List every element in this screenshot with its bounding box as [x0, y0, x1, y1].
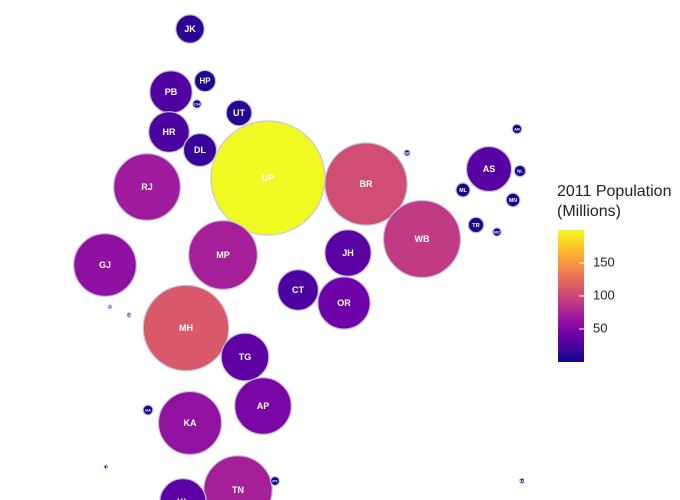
bubble [103, 464, 109, 470]
bubble-label: MZ [494, 230, 500, 235]
bubble-label: SK [404, 151, 410, 156]
bubble-label: DN [126, 313, 132, 318]
bubble [269, 475, 281, 487]
bubble-label: DD [107, 305, 113, 310]
bubble-label: WB [415, 234, 430, 244]
bubble [492, 227, 502, 237]
bubble [113, 153, 181, 221]
bubble [324, 229, 372, 277]
bubble-label: CH [194, 102, 200, 107]
bubble [467, 216, 485, 234]
bubble-label: MN [509, 198, 517, 204]
bubble-label: HP [199, 77, 211, 86]
bubble-label: OR [337, 298, 351, 308]
bubble [234, 377, 292, 435]
bubble [505, 192, 521, 208]
bubble-label: RJ [141, 182, 153, 192]
bubble-label: TR [472, 223, 481, 229]
bubble-label: PB [165, 87, 178, 97]
bubble-label: JH [342, 248, 354, 258]
bubble [107, 304, 113, 310]
bubble [73, 233, 137, 297]
bubble [403, 149, 411, 157]
bubble-label: UT [233, 108, 245, 118]
bubble [513, 164, 527, 178]
bubble-label: UP [262, 173, 275, 183]
bubble [317, 276, 371, 330]
bubble-label: JK [184, 24, 196, 34]
bubble [455, 182, 471, 198]
bubble-label: MP [216, 250, 230, 260]
bubble [193, 69, 217, 93]
bubble-label: HR [163, 127, 176, 137]
bubble [182, 132, 218, 168]
bubble-label: TN [232, 485, 244, 495]
bubble-label: AR [514, 127, 520, 132]
bubble-label: TG [239, 352, 252, 362]
bubble [188, 220, 258, 290]
bubble-label: NL [517, 169, 523, 174]
bubble-label: KL [177, 497, 189, 500]
bubble [225, 99, 253, 127]
bubble-label: GJ [99, 260, 111, 270]
bubble-label: PY [272, 479, 278, 484]
bubble [192, 99, 202, 109]
bubble-label: MH [179, 323, 193, 333]
bubble-label: AN [519, 479, 525, 484]
bubble [159, 478, 207, 500]
bubble-label: LD [103, 465, 108, 470]
bubble [518, 477, 526, 485]
bubble [220, 332, 270, 382]
bubble [142, 404, 154, 416]
bubble [382, 199, 462, 279]
bubble [148, 111, 190, 153]
colorbar-tick-label: 50 [593, 320, 607, 335]
bubble [175, 14, 205, 44]
bubble [142, 284, 230, 372]
colorbar-title: 2011 Population (Millions) [557, 183, 672, 220]
bubble-label: GA [145, 408, 151, 413]
bubble [511, 123, 523, 135]
bubble [465, 145, 513, 193]
colorbar-tick-label: 100 [593, 287, 615, 302]
colorbar-tick-label: 150 [593, 254, 615, 269]
bubble-label: KA [184, 418, 197, 428]
bubble-label: AP [257, 401, 270, 411]
bubble-label: CT [292, 285, 304, 295]
bubble-label: DL [194, 145, 206, 155]
bubble [126, 312, 132, 318]
bubble [157, 390, 223, 456]
bubble [277, 269, 319, 311]
bubble [203, 455, 273, 500]
bubble-label: AS [483, 164, 496, 174]
bubble-label: ML [459, 188, 467, 194]
bubble [324, 142, 408, 226]
bubble-label: BR [360, 179, 373, 189]
